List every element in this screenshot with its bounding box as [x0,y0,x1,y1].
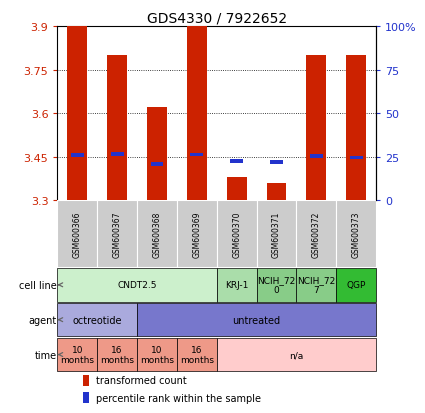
Text: GSM600372: GSM600372 [312,211,321,257]
Bar [217,268,257,302]
Text: transformed count: transformed count [96,375,187,385]
Bar [57,201,97,268]
Bar [57,303,137,337]
Bar [270,161,283,164]
Bar [83,392,88,404]
Bar [83,375,88,386]
Bar [336,268,376,302]
Bar [177,338,217,371]
Bar [147,108,167,201]
Text: n/a: n/a [289,350,303,359]
Text: GSM600368: GSM600368 [153,211,162,257]
Bar [57,268,217,302]
Text: GSM600371: GSM600371 [272,211,281,257]
Text: GSM600373: GSM600373 [352,211,361,257]
Bar [217,338,376,371]
Bar [266,183,286,201]
Bar [137,303,376,337]
Bar [57,338,97,371]
Bar [296,201,336,268]
Bar [71,154,84,158]
Text: NCIH_72
0: NCIH_72 0 [258,275,296,295]
Text: agent: agent [28,315,57,325]
Text: percentile rank within the sample: percentile rank within the sample [96,393,261,403]
Bar [67,27,87,201]
Bar [310,155,323,159]
Bar [187,27,207,201]
Bar [137,201,177,268]
Text: 10
months: 10 months [60,345,94,364]
Bar [296,268,336,302]
Bar [257,268,296,302]
Bar [97,201,137,268]
Bar [306,56,326,201]
Text: cell line: cell line [19,280,57,290]
Bar [110,153,124,156]
Text: 16
months: 16 months [180,345,214,364]
Text: GSM600370: GSM600370 [232,211,241,257]
Bar [257,201,296,268]
Bar [107,56,127,201]
Bar [336,201,376,268]
Bar [177,201,217,268]
Bar [350,156,363,160]
Text: KRJ-1: KRJ-1 [225,280,248,290]
Text: CNDT2.5: CNDT2.5 [117,280,157,290]
Bar [190,154,203,157]
Title: GDS4330 / 7922652: GDS4330 / 7922652 [147,12,287,26]
Text: octreotide: octreotide [73,315,122,325]
Bar [227,178,246,201]
Text: 10
months: 10 months [140,345,174,364]
Text: untreated: untreated [232,315,280,325]
Text: NCIH_72
7: NCIH_72 7 [297,275,335,295]
Text: GSM600367: GSM600367 [113,211,122,257]
Text: GSM600366: GSM600366 [73,211,82,257]
Bar [97,338,137,371]
Bar [217,201,257,268]
Text: GSM600369: GSM600369 [193,211,201,257]
Text: QGP: QGP [346,280,366,290]
Bar [346,56,366,201]
Bar [230,160,243,164]
Bar [137,338,177,371]
Text: 16
months: 16 months [100,345,134,364]
Bar [150,163,164,166]
Text: time: time [34,350,57,360]
